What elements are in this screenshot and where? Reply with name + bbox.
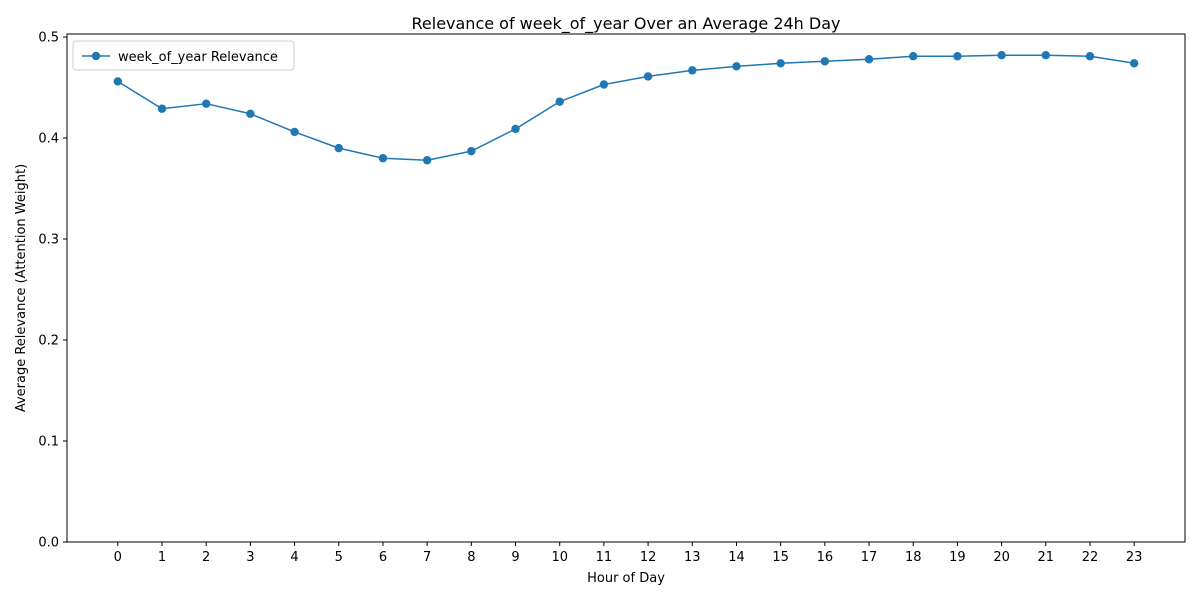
- data-point: [157, 104, 167, 113]
- legend-box: [72, 40, 295, 71]
- x-tick-label: 4: [290, 550, 298, 565]
- data-point: [113, 77, 123, 86]
- series-line: [117, 54, 1135, 161]
- y-tick-label: 0.4: [38, 132, 59, 147]
- x-tick-label: 6: [379, 550, 387, 565]
- legend: week_of_year Relevance: [72, 40, 295, 71]
- data-point: [599, 80, 609, 89]
- x-tick-label: 0: [114, 550, 122, 565]
- data-point: [997, 51, 1006, 60]
- data-point: [378, 154, 388, 163]
- legend-marker-swatch: [91, 51, 101, 61]
- data-point: [290, 127, 299, 137]
- x-tick-label: 22: [1082, 550, 1099, 565]
- data-point: [422, 156, 432, 165]
- plot-frame: [66, 33, 1186, 543]
- x-axis-title: Hour of Day: [587, 571, 665, 586]
- x-tick-label: 7: [423, 550, 431, 565]
- data-point: [201, 99, 211, 108]
- x-tick-label: 8: [467, 550, 475, 565]
- data-point: [246, 109, 255, 118]
- legend-label: week_of_year Relevance: [118, 50, 278, 65]
- y-tick-label: 0.1: [38, 435, 59, 450]
- x-tick-label: 2: [202, 550, 210, 565]
- data-point: [864, 55, 874, 64]
- data-point: [688, 66, 697, 75]
- data-point: [953, 52, 962, 61]
- data-point: [909, 52, 918, 61]
- data-point: [776, 59, 785, 68]
- x-tick-label: 3: [246, 550, 254, 565]
- x-tick-label: 15: [772, 550, 789, 565]
- data-point: [820, 57, 830, 66]
- series-layer: [113, 51, 1139, 165]
- x-tick-label: 19: [949, 550, 966, 565]
- axes: 0 1 2 3 4 5 6 7 8 9 10 11 12 13 14 15 16 17 18 19 20 21 22 230.…: [38, 31, 1142, 565]
- x-tick-label: 16: [817, 550, 834, 565]
- x-tick-label: 13: [684, 550, 701, 565]
- data-point: [643, 72, 653, 81]
- x-tick-label: 23: [1126, 550, 1143, 565]
- data-point: [732, 62, 741, 71]
- x-tick-label: 12: [640, 550, 657, 565]
- data-point: [1085, 52, 1095, 61]
- y-tick-label: 0.2: [38, 334, 59, 349]
- data-point: [1041, 51, 1051, 60]
- x-tick-label: 17: [861, 550, 878, 565]
- x-tick-label: 9: [511, 550, 519, 565]
- x-tick-label: 5: [335, 550, 343, 565]
- x-tick-label: 11: [596, 550, 613, 565]
- data-point: [334, 143, 343, 153]
- data-point: [511, 124, 520, 134]
- x-tick-label: 14: [728, 550, 745, 565]
- data-point: [467, 146, 476, 156]
- x-tick-label: 20: [993, 550, 1010, 565]
- data-point: [1129, 59, 1139, 68]
- y-tick-label: 0.0: [38, 536, 59, 551]
- x-tick-label: 18: [905, 550, 922, 565]
- x-tick-label: 1: [158, 550, 166, 565]
- x-tick-label: 10: [551, 550, 568, 565]
- y-tick-label: 0.3: [38, 233, 59, 248]
- x-tick-label: 21: [1038, 550, 1055, 565]
- chart-title: Relevance of week_of_year Over an Averag…: [412, 14, 841, 34]
- data-point: [555, 97, 564, 106]
- y-axis-title: Average Relevance (Attention Weight): [14, 164, 29, 412]
- y-tick-label: 0.5: [38, 31, 59, 46]
